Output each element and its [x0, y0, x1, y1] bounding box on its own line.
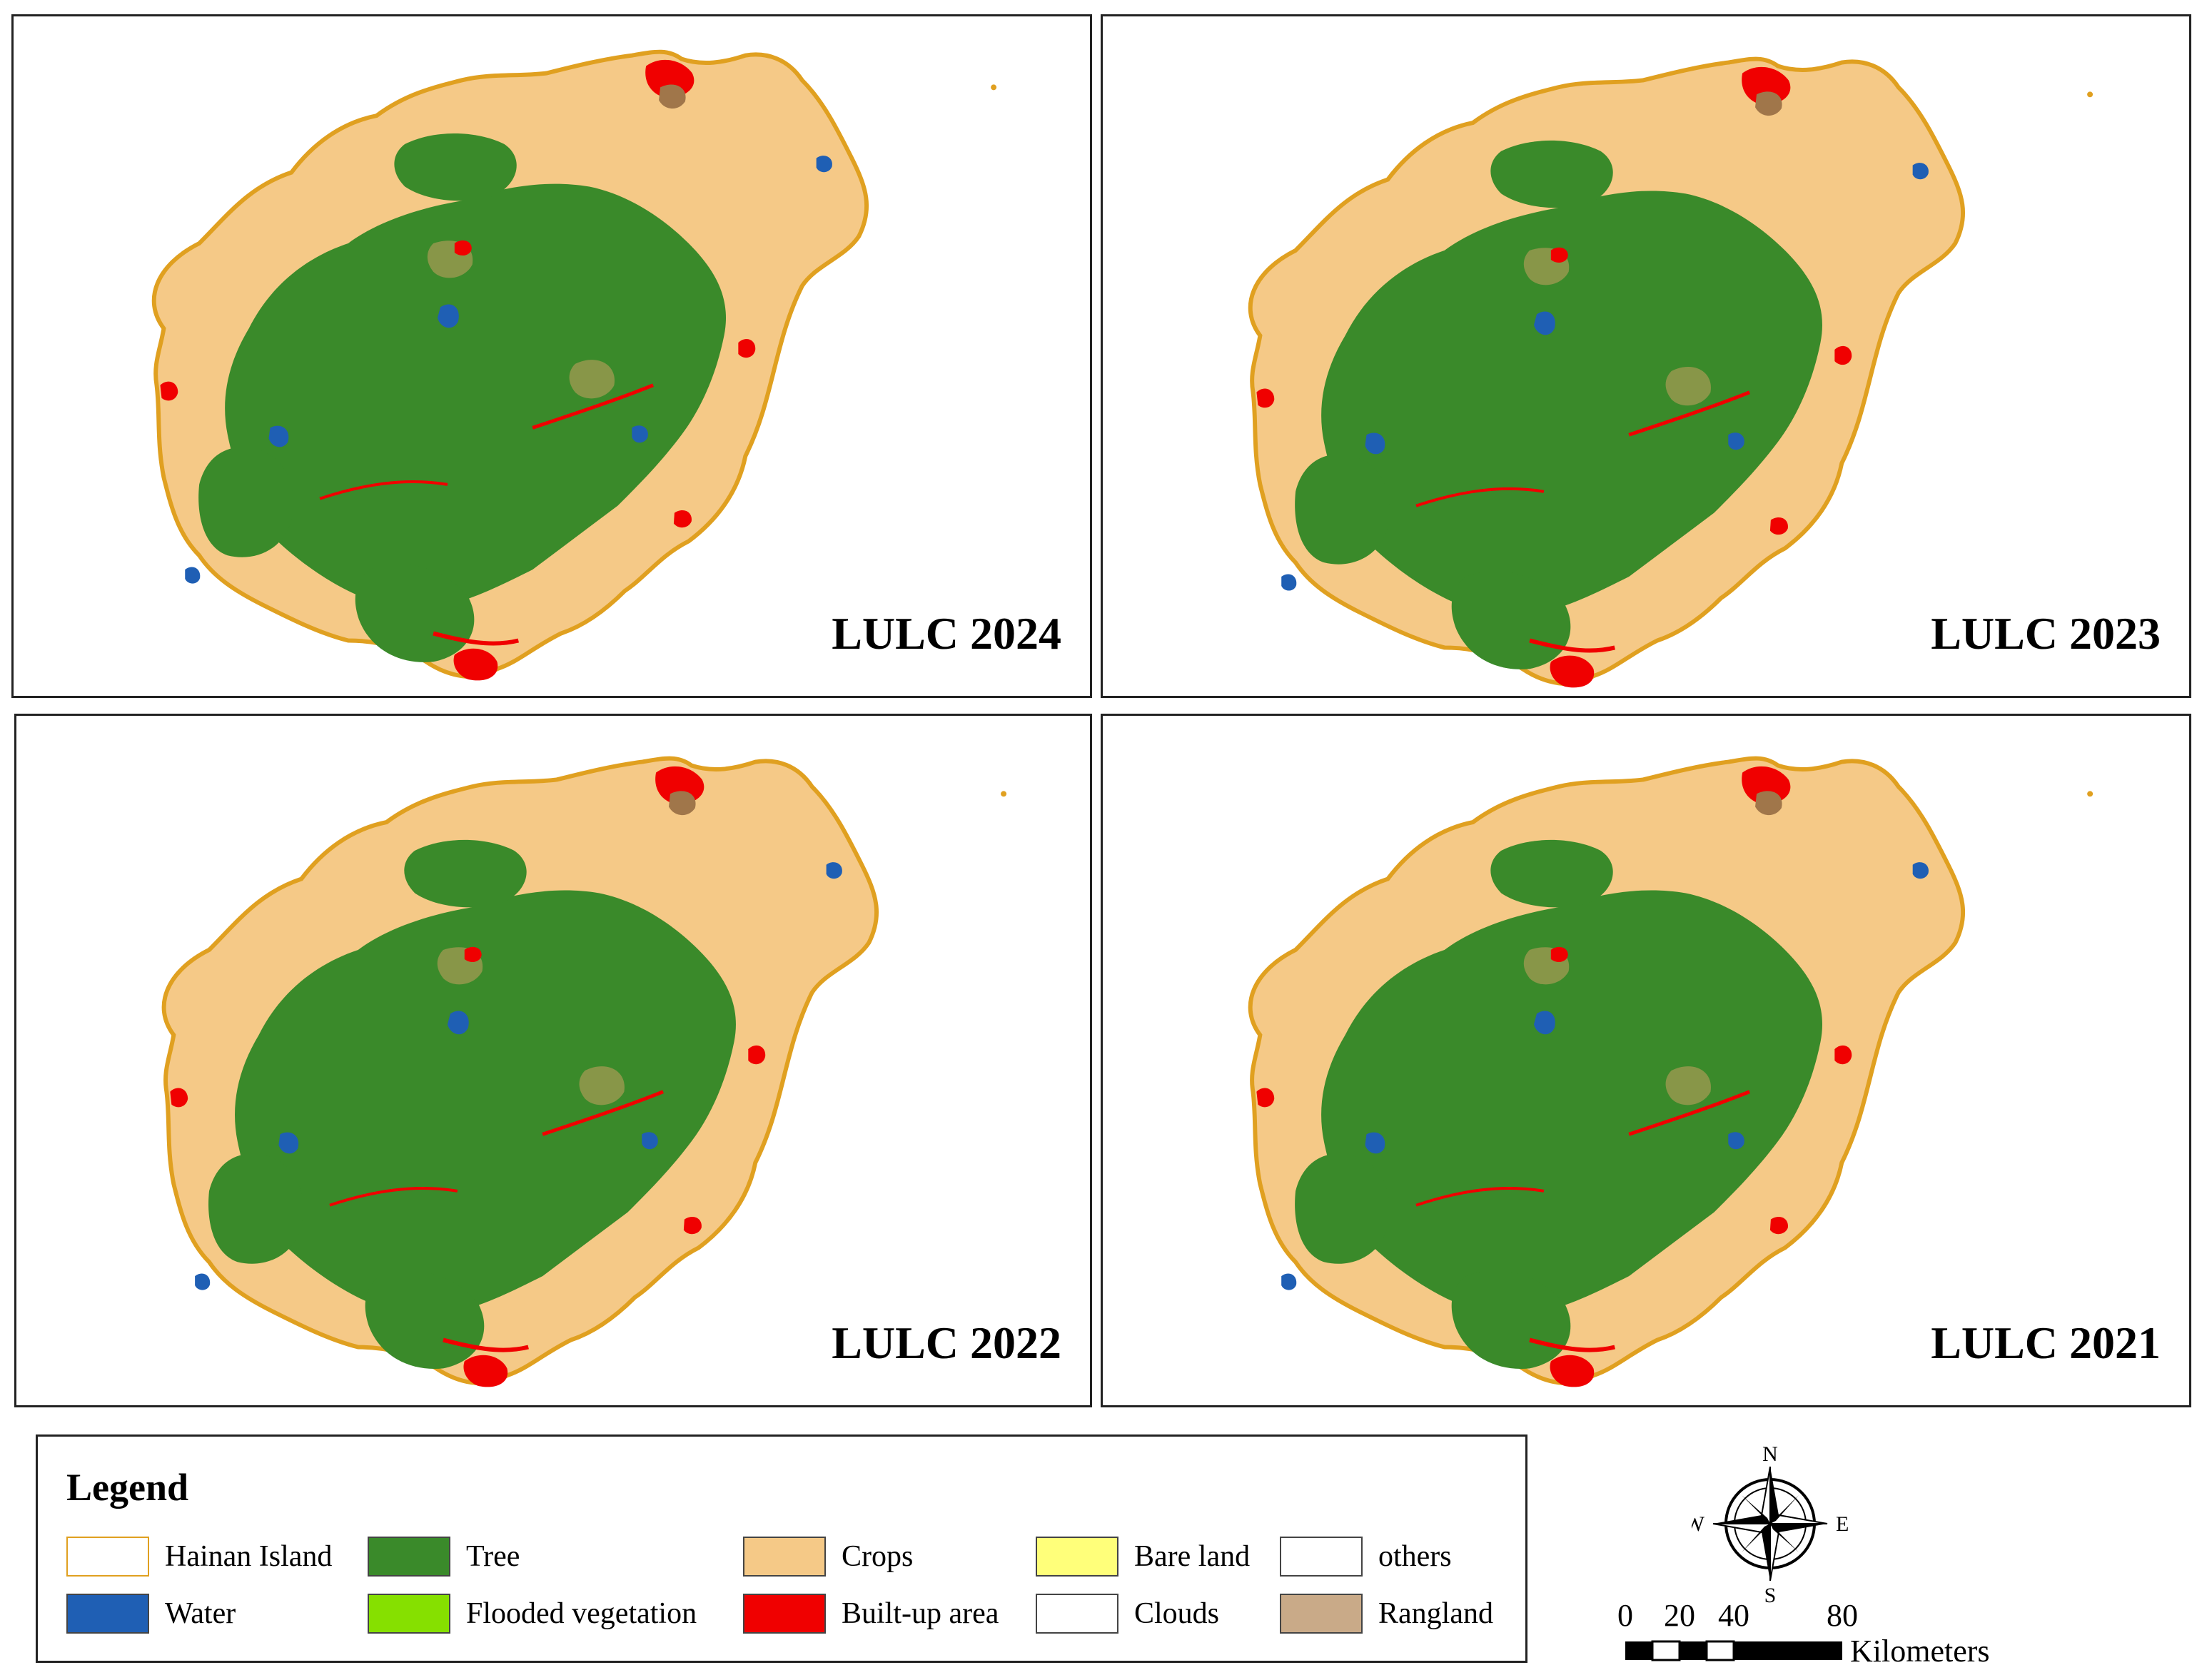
scale-segment — [1734, 1641, 1842, 1660]
swatch — [368, 1594, 450, 1634]
legend-label: Hainan Island — [165, 1540, 333, 1573]
compass-w-label: W — [1692, 1512, 1705, 1536]
scale-segment — [1705, 1640, 1735, 1661]
legend-item-others: others — [1280, 1535, 1452, 1578]
scale-tick-0: 0 — [1617, 1598, 1633, 1633]
swatch — [743, 1537, 826, 1577]
map-panel-2022: LULC 2022 — [14, 714, 1092, 1407]
legend-item-flooded-vegetation: Flooded vegetation — [368, 1592, 697, 1635]
hainan-map-2021 — [1103, 716, 2189, 1405]
hainan-map-2024 — [14, 16, 1090, 696]
map-panel-2023: LULC 2023 — [1101, 14, 2191, 698]
swatch — [1280, 1537, 1363, 1577]
legend-label: Rangland — [1378, 1597, 1493, 1630]
legend-label: Water — [165, 1597, 236, 1630]
panel-title: LULC 2024 — [832, 608, 1061, 659]
legend-label: Clouds — [1134, 1597, 1220, 1630]
compass-rose-icon: N S E W — [1692, 1442, 1849, 1606]
legend-item-hainan-island: Hainan Island — [66, 1535, 332, 1578]
legend-item-clouds: Clouds — [1036, 1592, 1219, 1635]
compass-n-label: N — [1762, 1442, 1778, 1466]
panel-title: LULC 2023 — [1931, 608, 2161, 659]
scale-segment — [1625, 1641, 1652, 1660]
swatch — [1280, 1594, 1363, 1634]
legend-label: Tree — [466, 1540, 520, 1573]
legend-label: Bare land — [1134, 1540, 1251, 1573]
legend: Legend Hainan Island Tree Crops Bare lan… — [36, 1434, 1527, 1663]
scale-tick-20: 20 — [1664, 1598, 1695, 1633]
legend-item-rangland: Rangland — [1280, 1592, 1493, 1635]
swatch — [368, 1537, 450, 1577]
legend-label: Crops — [842, 1540, 914, 1573]
panel-title: LULC 2021 — [1931, 1317, 2161, 1368]
scale-tick-80: 80 — [1827, 1598, 1858, 1633]
legend-item-bare-land: Bare land — [1036, 1535, 1250, 1578]
scale-unit: Kilometers — [1850, 1634, 1990, 1669]
legend-item-tree: Tree — [368, 1535, 520, 1578]
compass-s-label: S — [1764, 1584, 1777, 1606]
map-panel-2024: LULC 2024 — [11, 14, 1092, 698]
panel-title: LULC 2022 — [832, 1317, 1061, 1368]
legend-label: Flooded vegetation — [466, 1597, 697, 1630]
legend-item-crops: Crops — [743, 1535, 913, 1578]
legend-item-water: Water — [66, 1592, 236, 1635]
map-panel-2021: LULC 2021 — [1101, 714, 2191, 1407]
compass-e-label: E — [1836, 1512, 1849, 1536]
hainan-map-2022 — [16, 716, 1090, 1405]
hainan-map-2023 — [1103, 16, 2189, 696]
legend-title: Legend — [66, 1466, 189, 1509]
legend-label: others — [1378, 1540, 1452, 1573]
swatch — [66, 1594, 149, 1634]
swatch — [1036, 1594, 1118, 1634]
legend-label: Built-up area — [842, 1597, 999, 1630]
scale-bar: 0 20 40 80 Kilometers — [1617, 1598, 1990, 1669]
legend-item-built-up-area: Built-up area — [743, 1592, 999, 1635]
swatch — [66, 1537, 149, 1577]
scale-tick-40: 40 — [1718, 1598, 1749, 1633]
scale-segment — [1651, 1640, 1681, 1661]
scale-segment — [1680, 1641, 1707, 1660]
swatch — [1036, 1537, 1118, 1577]
swatch — [743, 1594, 826, 1634]
